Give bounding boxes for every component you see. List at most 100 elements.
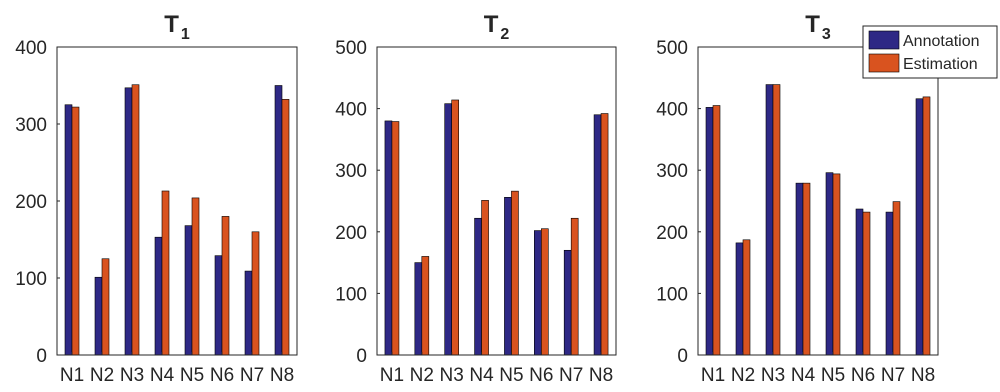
x-tick-label: N1	[701, 365, 725, 386]
bar-annotation-n1	[705, 107, 714, 356]
y-tick-label: 400	[656, 100, 688, 121]
bar-annotation-n7	[885, 211, 894, 356]
bar-estimation-n4	[161, 190, 170, 356]
bar-estimation-n3	[131, 84, 140, 356]
y-tick-label: 300	[335, 161, 367, 182]
bar-estimation-n4	[802, 182, 811, 356]
x-tick-label: N5	[499, 365, 523, 386]
x-tick-label: N6	[851, 365, 875, 386]
y-tick-label: 300	[15, 115, 47, 136]
x-tick-label: N6	[529, 365, 553, 386]
bar-annotation-n2	[94, 276, 103, 356]
bar-annotation-n3	[124, 87, 133, 356]
bar-estimation-n3	[451, 99, 459, 356]
x-tick-label: N8	[589, 365, 613, 386]
panel-title-main: T	[805, 11, 820, 38]
bar-estimation-n8	[922, 96, 931, 356]
x-tick-label: N2	[410, 365, 434, 386]
bar-estimation-n8	[281, 99, 290, 356]
y-tick-label: 300	[656, 161, 688, 182]
bar-annotation-n7	[244, 270, 253, 356]
y-tick-label: 0	[36, 346, 47, 367]
bar-annotation-n3	[444, 103, 452, 356]
legend-swatch-estimation	[868, 53, 900, 73]
bar-annotation-n6	[214, 255, 223, 356]
bar-estimation-n3	[772, 84, 781, 356]
bar-estimation-n4	[481, 200, 489, 356]
y-tick-label: 200	[335, 223, 367, 244]
bar-annotation-n7	[563, 249, 572, 356]
bar-estimation-n2	[101, 258, 110, 356]
bar-estimation-n5	[511, 190, 519, 356]
x-tick-label: N7	[881, 365, 905, 386]
x-tick-label: N7	[559, 365, 583, 386]
x-tick-label: N2	[90, 365, 114, 386]
bar-estimation-n7	[570, 217, 579, 356]
axes-box	[697, 46, 939, 356]
x-tick-label: N6	[210, 365, 234, 386]
y-tick-label: 400	[15, 38, 47, 59]
bar-annotation-n2	[414, 262, 423, 356]
bar-annotation-n4	[795, 182, 804, 356]
x-tick-label: N4	[150, 365, 175, 386]
y-tick-label: 400	[335, 100, 367, 121]
chart-panel-1: N1 N2 N3 N4 N5 N6 N7 N8 0 100 200 300 400 T 1	[15, 11, 298, 386]
bar-estimation-n1	[391, 121, 400, 356]
bar-estimation-n6	[221, 216, 230, 356]
x-tick-label: N4	[791, 365, 816, 386]
y-tick-label: 500	[335, 38, 367, 59]
bar-annotation-n4	[474, 217, 482, 356]
x-tick-label: N3	[761, 365, 785, 386]
y-tick-label: 0	[677, 346, 688, 367]
bar-annotation-n3	[765, 84, 774, 356]
x-tick-label: N2	[731, 365, 755, 386]
bar-annotation-n6	[855, 208, 864, 356]
x-tick-label: N8	[270, 365, 294, 386]
x-tick-label: N7	[240, 365, 264, 386]
bar-annotation-n5	[825, 172, 834, 356]
y-tick-label: 100	[15, 269, 47, 290]
panel-title-main: T	[484, 11, 499, 38]
panel-title-main: T	[164, 11, 179, 38]
bar-estimation-n5	[832, 173, 841, 356]
axes-box	[56, 46, 298, 356]
x-tick-label: N1	[60, 365, 84, 386]
bar-annotation-n8	[593, 114, 602, 356]
bar-estimation-n2	[421, 256, 430, 356]
y-tick-label: 0	[356, 346, 367, 367]
x-tick-label: N1	[380, 365, 404, 386]
bar-annotation-n5	[504, 197, 512, 356]
bar-annotation-n2	[735, 242, 744, 356]
y-tick-label: 500	[656, 38, 688, 59]
chart-panel-3: N1 N2 N3 N4 N5 N6 N7 N8 0 100 200 300 400 500 T 3	[656, 11, 939, 386]
bar-annotation-n1	[384, 120, 393, 356]
y-tick-label: 200	[656, 223, 688, 244]
bar-annotation-n6	[534, 230, 542, 356]
legend: Annotation Estimation	[862, 25, 998, 79]
x-tick-label: N8	[911, 365, 935, 386]
bar-estimation-n8	[600, 113, 609, 356]
bar-estimation-n2	[742, 239, 751, 356]
x-tick-label: N4	[469, 365, 494, 386]
bar-annotation-n8	[274, 85, 283, 356]
bar-estimation-n7	[251, 231, 260, 356]
x-tick-label: N3	[440, 365, 464, 386]
panel-title-subscript: 2	[500, 26, 509, 43]
bar-annotation-n4	[154, 236, 163, 356]
bar-estimation-n6	[541, 228, 549, 356]
bar-annotation-n8	[915, 98, 924, 356]
x-tick-label: N3	[120, 365, 144, 386]
axes-box	[376, 46, 617, 356]
y-tick-label: 100	[335, 284, 367, 305]
bar-estimation-n7	[892, 201, 901, 356]
panel-title-subscript: 3	[822, 26, 831, 43]
chart-panel-2: N1 N2 N3 N4 N5 N6 N7 N8 0 100 200 300 400 500 T 2	[335, 11, 617, 386]
bar-estimation-n6	[862, 211, 871, 356]
x-tick-label: N5	[180, 365, 204, 386]
bar-estimation-n5	[191, 197, 200, 356]
